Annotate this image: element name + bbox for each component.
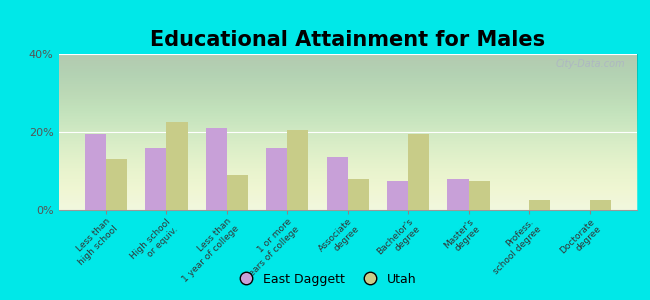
Bar — [266, 148, 287, 210]
Bar — [590, 200, 611, 210]
Title: Educational Attainment for Males: Educational Attainment for Males — [150, 30, 545, 50]
Bar — [84, 134, 106, 210]
Bar — [287, 130, 309, 210]
Text: City-Data.com: City-Data.com — [556, 59, 625, 69]
Bar — [348, 179, 369, 210]
Legend: East Daggett, Utah: East Daggett, Utah — [228, 268, 422, 291]
Bar — [408, 134, 430, 210]
Bar — [145, 148, 166, 210]
Bar — [326, 157, 348, 210]
Bar — [387, 181, 408, 210]
Bar — [166, 122, 188, 210]
Bar — [469, 181, 490, 210]
Bar — [227, 175, 248, 210]
Bar — [205, 128, 227, 210]
Bar — [447, 179, 469, 210]
Bar — [106, 159, 127, 210]
Bar — [529, 200, 551, 210]
